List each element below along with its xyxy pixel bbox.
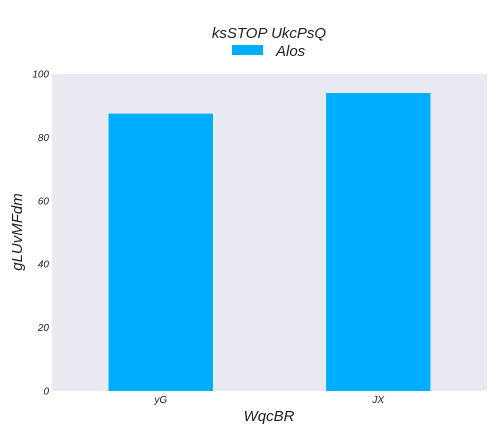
- x-tick-label: JX: [371, 395, 384, 406]
- y-ticks: 0 20 40 60 80 100: [32, 70, 49, 398]
- x-axis-label: WqcBR: [244, 408, 295, 425]
- y-tick-label: 0: [43, 387, 49, 398]
- y-tick-label: 20: [37, 323, 50, 334]
- y-tick-label: 40: [38, 260, 50, 271]
- bar-yg: [108, 113, 213, 391]
- chart-title: ksSTOP UkcPsQ: [212, 25, 327, 42]
- legend: Alos: [232, 43, 306, 60]
- x-ticks: yG JX: [153, 395, 384, 406]
- legend-swatch: [232, 45, 263, 55]
- y-tick-label: 100: [32, 70, 49, 81]
- x-tick-label: yG: [153, 395, 167, 406]
- y-tick-label: 80: [38, 133, 50, 144]
- y-axis-label: gLUvMFdm: [9, 193, 26, 271]
- bar-jx: [326, 93, 431, 392]
- y-tick-label: 60: [38, 196, 50, 207]
- bars: [108, 93, 431, 392]
- legend-label: Alos: [275, 43, 306, 60]
